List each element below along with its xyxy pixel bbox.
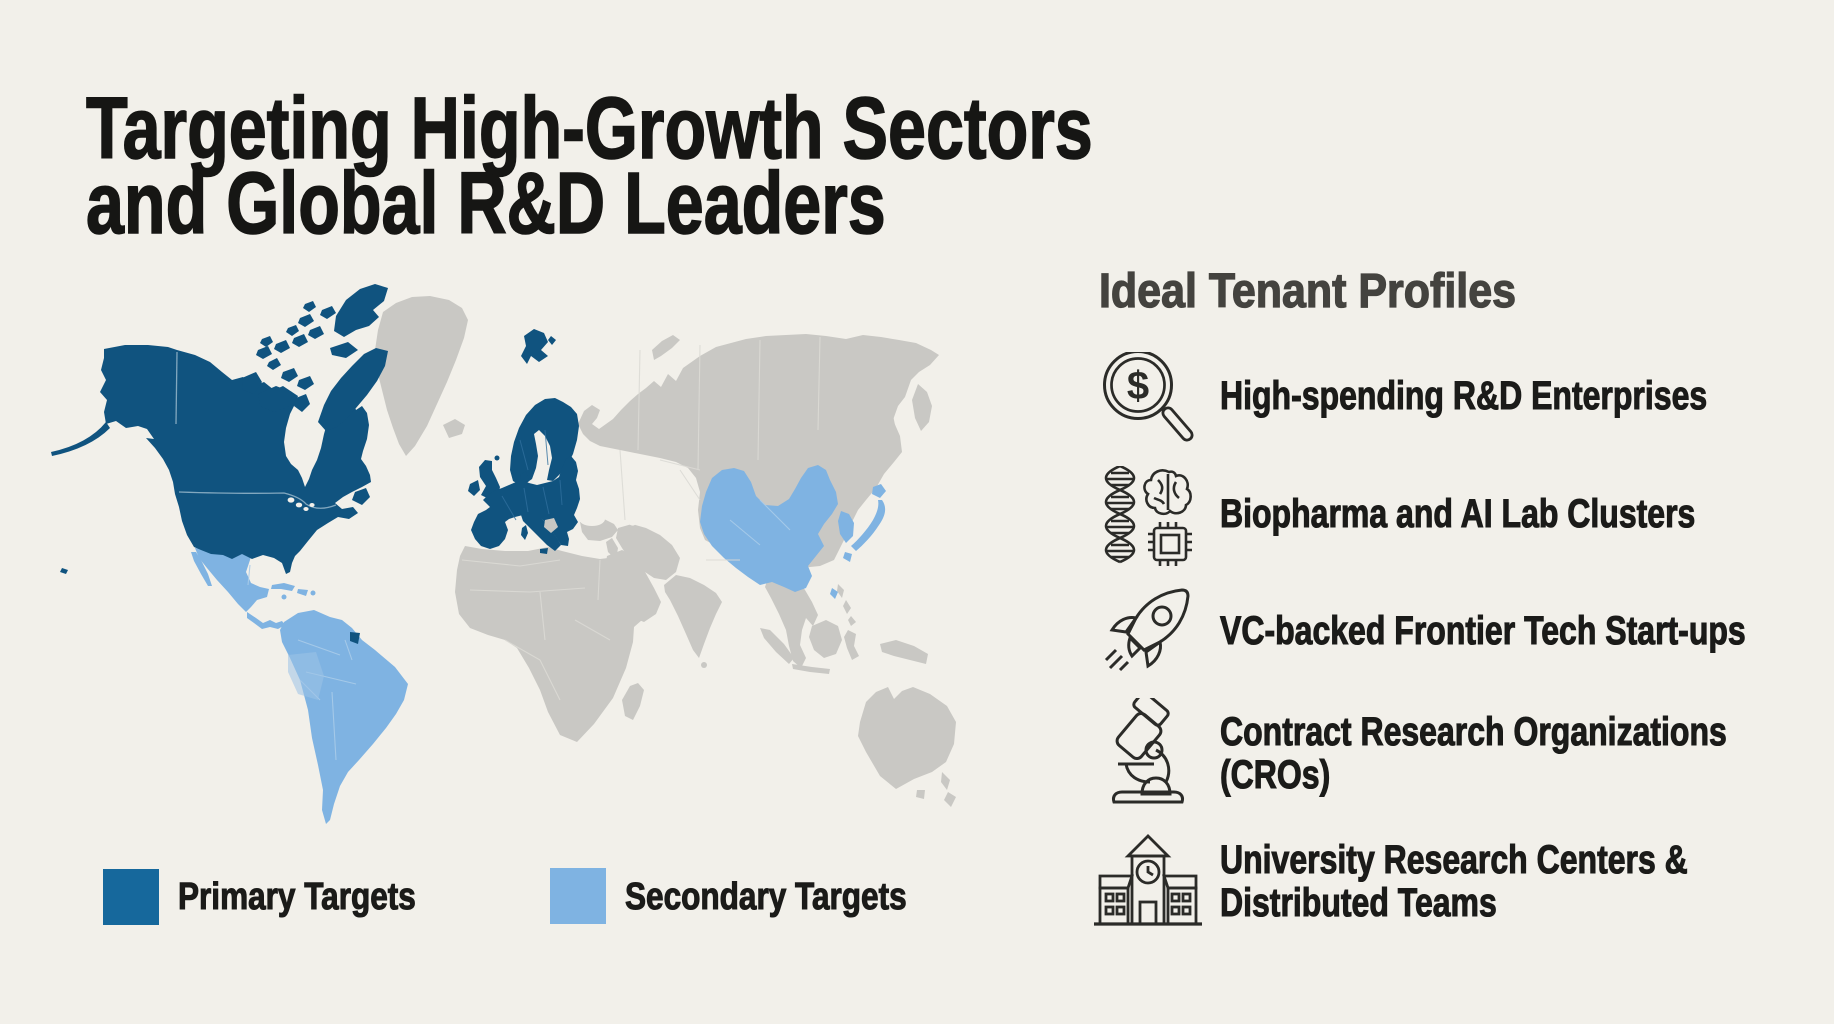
- svg-text:$: $: [1127, 364, 1149, 408]
